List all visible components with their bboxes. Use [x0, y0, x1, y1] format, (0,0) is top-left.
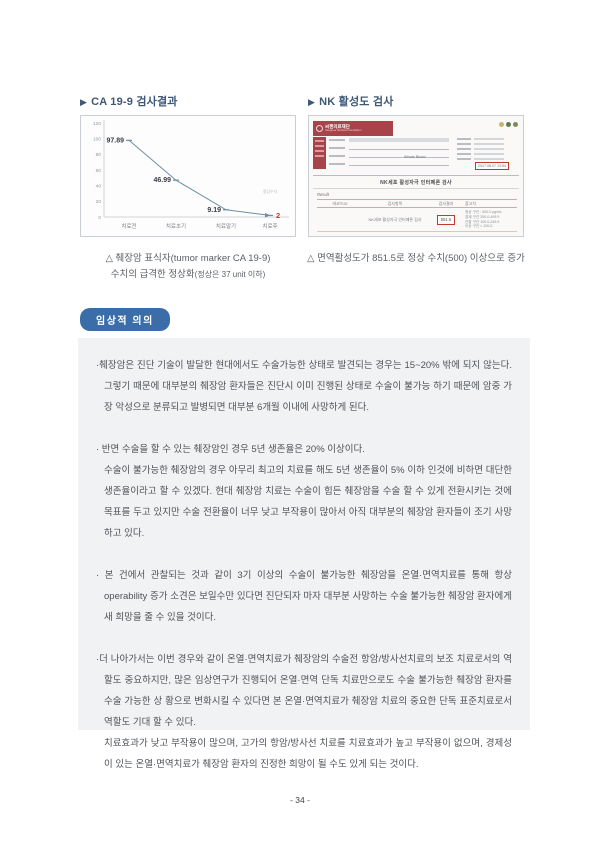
certification-logos-icon [499, 122, 518, 127]
clinical-paragraph: ·췌장암은 진단 기술이 발달한 현대에서도 수술가능한 상태로 발견되는 경우… [96, 360, 512, 413]
table-header-row: 바코드ID 검사항목 검사결과 참고치 [317, 199, 517, 208]
result-value-highlight: 851.5 [436, 214, 456, 225]
caption-nk: △ 면역활성도가 851.5로 정상 수치(500) 이상으로 증가 [307, 253, 525, 264]
test-item-cell: NK세포 활성자극 인터페론 검사 [368, 216, 422, 222]
foundation-logo-icon [316, 125, 323, 132]
line-chart: 0 20 40 60 80 100 120 치료전 치료초기 치료말기 치료후 97.89 46.99 9… [93, 120, 289, 230]
col-header: 검사결과 [438, 200, 454, 206]
clinical-paragraph: · 본 건에서 관찰되는 것과 같이 3기 이상의 수술이 불가능한 췌장암을 … [96, 570, 512, 623]
col-header: 검사항목 [387, 200, 403, 206]
svg-text:60: 60 [96, 168, 102, 174]
reference-cell: 정상 구간 : 500.0 pg/mL 경계 구간 250.0-499.9 관찰… [465, 210, 503, 229]
svg-text:치료후: 치료후 [262, 222, 277, 230]
report-date-highlight: 2017.08.07 13:54 [475, 162, 509, 170]
svg-text:9.19: 9.19 [207, 207, 221, 214]
svg-text:20: 20 [96, 199, 102, 205]
report-side-strip [313, 137, 326, 169]
clinical-significance-badge: 임상적 의의 [80, 308, 170, 331]
svg-text:97.89: 97.89 [106, 137, 124, 144]
svg-text:치료전: 치료전 [121, 222, 136, 230]
patient-info-fields [329, 138, 449, 170]
section-title: CA 19-9 검사결과 [91, 96, 178, 108]
result-label: Result [317, 192, 329, 197]
table-row: NK세포 활성자극 인터페론 검사 851.5 정상 구간 : 500.0 pg… [317, 208, 517, 232]
section-header-ca19-9: ▶ CA 19-9 검사결과 [80, 93, 296, 116]
caption-ca19-9: △ 췌장암 표식자(tumor marker CA 19-9) 수치의 급격한 … [105, 253, 271, 280]
divider [313, 175, 519, 176]
nk-report-image: 씨젠의료재단 Seegene Medical Foundation Whole … [308, 115, 524, 237]
clinical-paragraph: · 반면 수술을 할 수 있는 췌장암인 경우 5년 생존율은 20% 이상이다… [96, 444, 512, 539]
triangle-marker-icon: ▶ [80, 97, 88, 107]
divider [313, 188, 519, 189]
result-table: 바코드ID 검사항목 검사결과 참고치 NK세포 활성자극 인터페론 검사 85… [317, 199, 517, 232]
clinical-text-panel: ·췌장암은 진단 기술이 발달한 현대에서도 수술가능한 상태로 발견되는 경우… [78, 338, 530, 770]
section-title: NK 활성도 검사 [319, 96, 394, 108]
col-header: 바코드ID [332, 200, 348, 206]
specimen-type: Whole Blood [404, 155, 426, 159]
svg-text:40: 40 [96, 183, 102, 189]
foundation-name: 씨젠의료재단 [325, 124, 350, 130]
svg-text:120: 120 [93, 121, 101, 127]
result-cell: 851.5 [427, 214, 465, 225]
foundation-banner: 씨젠의료재단 Seegene Medical Foundation [313, 121, 393, 136]
svg-text:46.99: 46.99 [153, 177, 171, 184]
triangle-marker-icon: ▶ [308, 97, 316, 107]
foundation-name-en: Seegene Medical Foundation [325, 128, 362, 133]
svg-text:0: 0 [98, 215, 101, 221]
section-header-nk: ▶ NK 활성도 검사 [308, 93, 524, 116]
report-test-title: NK세포 활성자극 인터페론 검사 [380, 180, 452, 186]
svg-text:100: 100 [93, 136, 101, 142]
svg-text:치료말기: 치료말기 [216, 222, 236, 230]
ca19-9-chart: 0 20 40 60 80 100 120 치료전 치료초기 치료말기 치료후 97.89 46.99 9… [80, 115, 296, 237]
col-header: 참고치 [465, 200, 477, 206]
svg-text:치료초기: 치료초기 [166, 222, 186, 230]
svg-text:80: 80 [96, 152, 102, 158]
page-number: - 34 - [290, 795, 310, 805]
svg-text:정상수치: 정상수치 [263, 189, 277, 194]
report-meta-fields [457, 138, 519, 163]
svg-text:2: 2 [276, 211, 280, 220]
clinical-paragraph: ·더 나아가서는 이번 경우와 같이 온열·면역치료가 췌장암의 수술전 항암/… [96, 654, 512, 770]
